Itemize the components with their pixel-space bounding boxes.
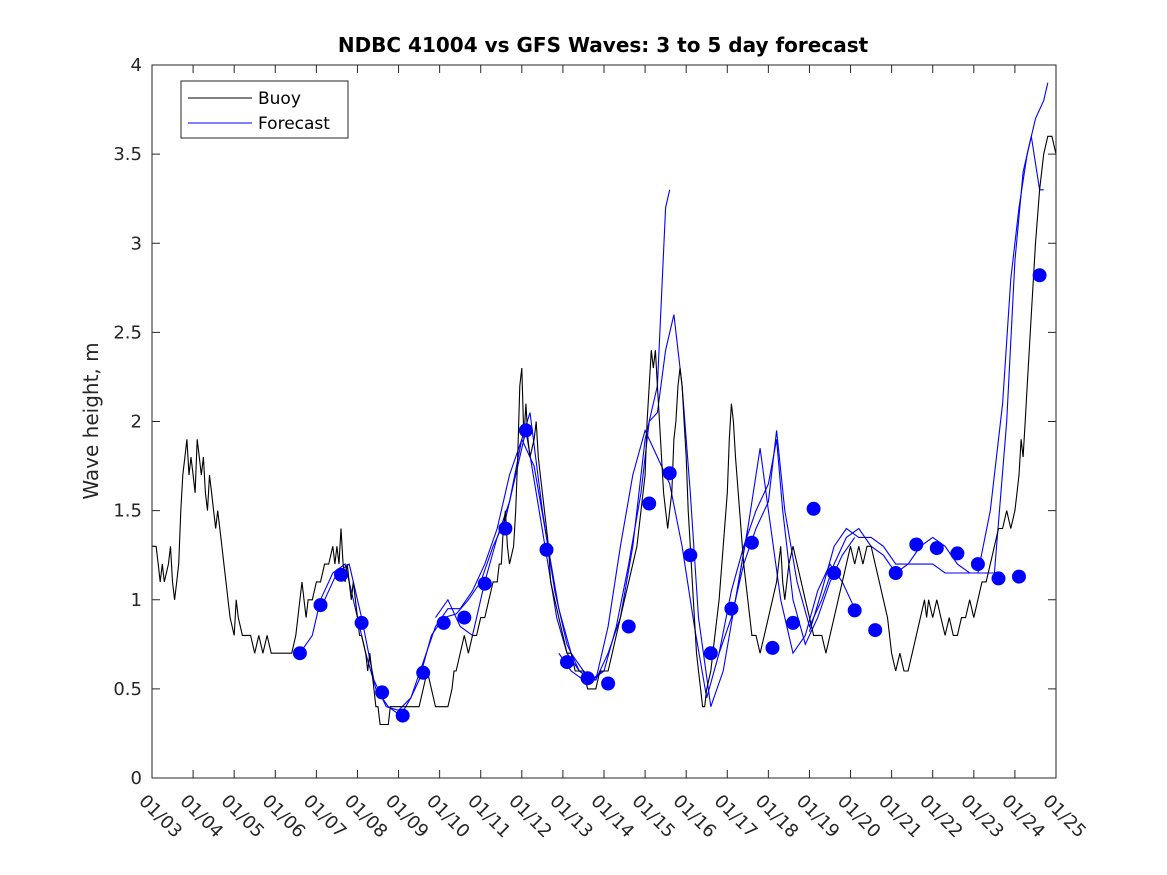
forecast-marker-27 [847,603,862,618]
forecast-marker-7 [436,615,451,630]
forecast-marker-29 [888,566,903,580]
y-tick-label-3: 1.5 [113,501,142,522]
y-tick-label-0: 0 [131,768,142,789]
forecast-marker-10 [498,521,513,536]
forecast-marker-24 [786,615,800,630]
x-tick-label-4: 01/07 [299,791,351,843]
x-tick-label-15: 01/18 [751,791,803,843]
forecast-marker-8 [457,610,472,625]
forecast-line-3 [558,428,856,698]
forecast-marker-23 [765,640,780,655]
forecast-marker-2 [334,567,348,582]
forecast-marker-11 [518,423,533,438]
legend-box [180,80,349,139]
forecast-marker-30 [909,537,924,552]
plot-area: 00.511.522.533.5401/0301/0401/0501/0601/… [113,55,1090,842]
x-tick-label-20: 01/23 [956,791,1008,843]
forecast-line-4 [718,136,1044,654]
x-tick-label-18: 01/21 [874,791,926,843]
y-axis-label: Wave height, m [79,342,103,499]
x-tick-label-2: 01/05 [217,791,269,843]
x-tick-label-12: 01/15 [628,791,680,843]
x-tick-label-6: 01/09 [381,791,433,843]
forecast-marker-34 [991,571,1006,586]
forecast-line-2 [435,314,749,707]
forecast-marker-35 [1012,569,1026,584]
y-tick-label-5: 2.5 [113,322,142,343]
forecast-marker-9 [477,576,492,591]
chart-title: NDBC 41004 vs GFS Waves: 3 to 5 day fore… [338,33,869,57]
y-tick-label-6: 3 [131,233,142,254]
x-tick-label-13: 01/16 [669,791,721,843]
forecast-marker-6 [416,665,431,680]
x-tick-label-17: 01/20 [833,791,885,843]
legend-forecast-label: Forecast [258,114,330,134]
forecast-marker-3 [354,615,369,630]
forecast-marker-16 [621,619,636,634]
x-tick-label-9: 01/12 [504,791,556,843]
forecast-marker-15 [601,676,616,691]
forecast-marker-1 [313,598,328,613]
forecast-marker-22 [744,535,759,550]
x-tick-label-0: 01/03 [134,791,186,843]
forecast-marker-13 [560,655,574,670]
forecast-marker-18 [662,466,677,481]
x-tick-label-22: 01/25 [1038,791,1090,843]
forecast-marker-32 [950,546,965,561]
x-tick-label-5: 01/08 [340,791,392,843]
forecast-marker-33 [970,557,985,572]
forecast-line-1 [324,189,671,711]
forecast-marker-25 [806,501,821,516]
forecast-marker-19 [683,548,698,563]
forecast-marker-0 [292,646,307,661]
x-tick-label-3: 01/06 [258,791,310,843]
y-tick-label-2: 1 [131,590,142,611]
forecast-marker-17 [642,496,657,511]
y-tick-label-4: 2 [131,412,142,433]
legend-buoy-label: Buoy [258,89,301,109]
x-tick-label-1: 01/04 [176,791,228,843]
x-tick-label-7: 01/10 [422,791,474,843]
forecast-line-5 [808,82,1049,632]
y-tick-label-7: 3.5 [113,144,142,165]
x-tick-label-16: 01/19 [792,791,844,843]
forecast-marker-5 [395,708,410,723]
x-tick-label-8: 01/11 [463,791,515,843]
forecast-marker-20 [703,646,718,661]
x-tick-label-11: 01/14 [586,791,638,843]
x-tick-label-19: 01/22 [915,791,967,843]
forecast-marker-36 [1032,268,1047,283]
forecast-marker-4 [375,685,390,700]
buoy-line [152,135,1057,726]
forecast-marker-21 [724,601,739,616]
forecast-marker-14 [580,671,595,686]
forecast-marker-31 [929,541,944,556]
x-tick-label-21: 01/24 [997,791,1049,843]
y-tick-label-8: 4 [131,55,142,76]
forecast-marker-26 [827,566,842,580]
legend: Buoy Forecast [180,80,349,139]
y-tick-label-1: 0.5 [113,679,142,700]
forecast-marker-28 [868,623,883,638]
x-tick-label-10: 01/13 [545,791,597,843]
forecast-marker-12 [539,542,554,557]
x-tick-label-14: 01/17 [710,791,762,843]
